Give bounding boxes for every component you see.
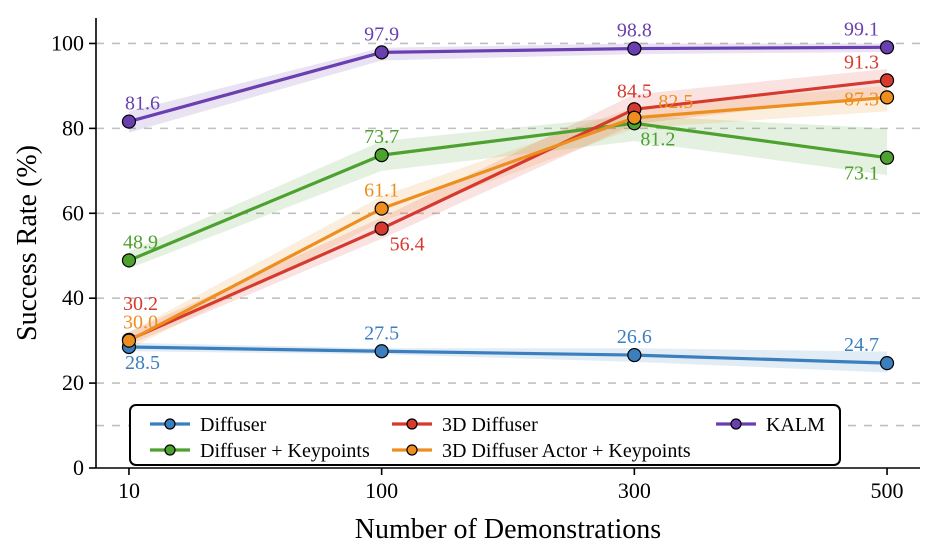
point-label-diffuser: 27.5 — [364, 322, 399, 344]
x-tick-label: 100 — [365, 478, 398, 503]
legend-label-3d-diffuser-actor-keypoints: 3D Diffuser Actor + Keypoints — [442, 440, 691, 462]
legend-marker-diffuser-keypoints — [165, 445, 175, 455]
series-marker-kalm — [881, 41, 894, 54]
point-label-3d-diffuser: 84.5 — [617, 80, 652, 102]
series-marker-diffuser — [375, 345, 388, 358]
y-tick-label: 100 — [51, 30, 84, 55]
point-label-kalm: 81.6 — [125, 93, 160, 115]
series-marker-kalm — [122, 115, 135, 128]
series-marker-3d-diffuser-actor-keypoints — [375, 202, 388, 215]
series-marker-diffuser — [881, 357, 894, 370]
legend-marker-diffuser — [165, 419, 175, 429]
y-tick-label: 20 — [62, 370, 84, 395]
legend-label-kalm: KALM — [766, 414, 825, 436]
line-chart: 28.527.526.624.748.973.781.273.130.256.4… — [0, 0, 944, 555]
series-marker-3d-diffuser-actor-keypoints — [881, 91, 894, 104]
x-tick-label: 300 — [618, 478, 651, 503]
point-label-3d-diffuser: 56.4 — [390, 234, 425, 256]
x-tick-label: 500 — [871, 478, 904, 503]
x-tick-label: 10 — [118, 478, 140, 503]
x-axis-title: Number of Demonstrations — [355, 514, 661, 545]
y-tick-label: 80 — [62, 115, 84, 140]
point-label-kalm: 97.9 — [364, 23, 399, 45]
point-label-3d-diffuser-actor-keypoints: 30.0 — [123, 312, 158, 334]
chart-svg: 28.527.526.624.748.973.781.273.130.256.4… — [0, 0, 944, 555]
point-label-diffuser-keypoints: 73.1 — [844, 163, 879, 185]
point-label-diffuser-keypoints: 48.9 — [123, 231, 158, 253]
point-label-3d-diffuser-actor-keypoints: 82.5 — [658, 91, 693, 113]
point-label-3d-diffuser: 91.3 — [844, 51, 879, 73]
series-marker-3d-diffuser-actor-keypoints — [628, 111, 641, 124]
point-label-diffuser: 28.5 — [125, 352, 160, 374]
series-marker-3d-diffuser-actor-keypoints — [122, 334, 135, 347]
legend-marker-3d-diffuser-actor-keypoints — [407, 445, 417, 455]
point-label-diffuser-keypoints: 73.7 — [364, 126, 399, 148]
series-marker-3d-diffuser — [881, 74, 894, 87]
series-marker-diffuser-keypoints — [122, 254, 135, 267]
point-label-3d-diffuser-actor-keypoints: 87.3 — [844, 88, 879, 110]
point-label-diffuser: 26.6 — [617, 326, 652, 348]
series-marker-diffuser — [628, 349, 641, 362]
point-label-diffuser: 24.7 — [844, 334, 879, 356]
y-axis-title: Success Rate (%) — [12, 145, 43, 341]
series-marker-kalm — [628, 42, 641, 55]
series-marker-diffuser-keypoints — [881, 151, 894, 164]
series-marker-3d-diffuser — [375, 222, 388, 235]
series-marker-kalm — [375, 46, 388, 59]
y-tick-label: 60 — [62, 200, 84, 225]
series-marker-diffuser-keypoints — [375, 149, 388, 162]
legend-label-diffuser-keypoints: Diffuser + Keypoints — [200, 440, 370, 462]
point-label-diffuser-keypoints: 81.2 — [640, 128, 675, 150]
y-tick-label: 40 — [62, 285, 84, 310]
legend-label-diffuser: Diffuser — [200, 414, 267, 436]
legend-marker-kalm — [731, 419, 741, 429]
point-label-kalm: 98.8 — [617, 20, 652, 42]
y-tick-label: 0 — [73, 455, 84, 480]
point-label-3d-diffuser-actor-keypoints: 61.1 — [364, 180, 399, 202]
legend-marker-3d-diffuser — [407, 419, 417, 429]
point-label-kalm: 99.1 — [844, 18, 879, 40]
legend-label-3d-diffuser: 3D Diffuser — [442, 414, 538, 436]
